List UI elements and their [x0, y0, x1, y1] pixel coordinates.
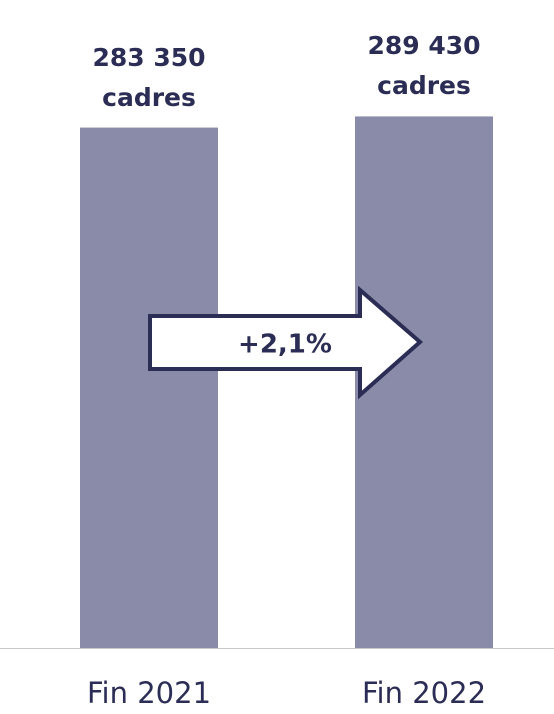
value-label: 289 430 cadres	[367, 31, 481, 101]
bar	[355, 116, 493, 648]
bars	[80, 116, 493, 648]
growth-annotation: +2,1%	[238, 330, 332, 360]
bar	[80, 127, 218, 648]
value-label: 283 350 cadres	[92, 42, 206, 112]
growth-arrow	[148, 285, 424, 400]
x-tick-label: Fin 2021	[86, 676, 212, 710]
x-tick-label: Fin 2022	[361, 676, 487, 710]
